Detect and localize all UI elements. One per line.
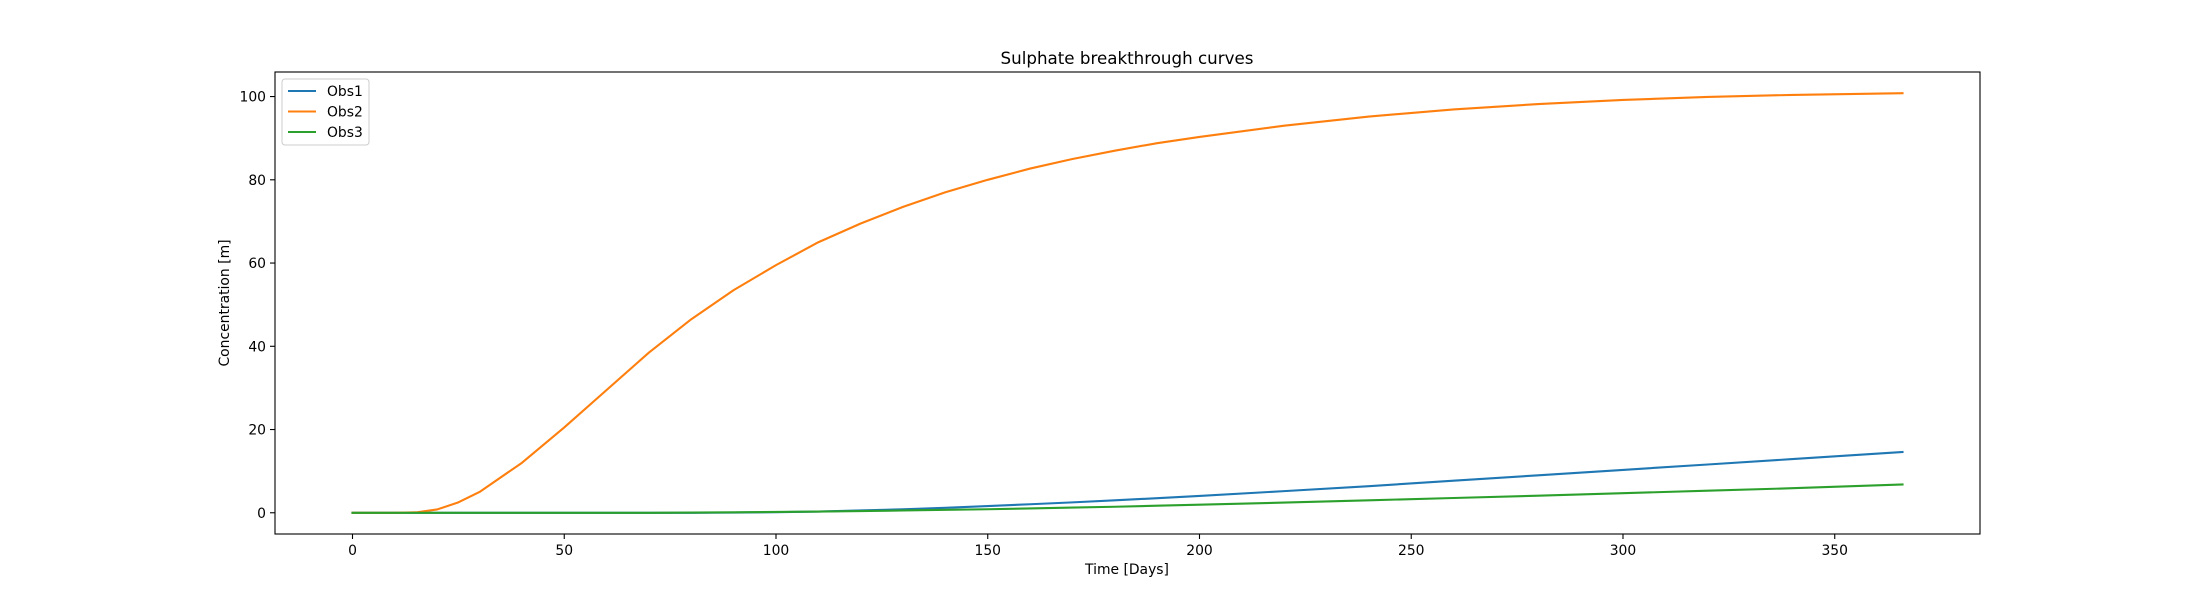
x-tick-label: 50 [555,543,573,559]
y-tick-label: 40 [248,339,266,355]
y-tick-label: 80 [248,173,266,189]
series-line-obs2 [351,92,1904,514]
y-tick-label: 0 [257,506,266,522]
plot-frame [274,71,1981,535]
x-tick-label: 200 [1186,543,1213,559]
y-axis-label: Concentration [m] [217,239,233,366]
x-tick-label: 100 [763,543,790,559]
legend-label-obs3: Obs3 [327,125,363,141]
y-tick-label: 20 [248,423,266,439]
x-tick-label: 0 [348,543,357,559]
legend-label-obs2: Obs2 [327,105,363,121]
y-tick-label: 60 [248,256,266,272]
series-layer [351,92,1904,514]
x-tick-label: 300 [1610,543,1637,559]
x-tick-label: 150 [974,543,1001,559]
x-tick-label: 250 [1398,543,1425,559]
y-tick-label: 100 [239,90,266,106]
chart-title: Sulphate breakthrough curves [1001,48,1254,68]
x-tick-label: 350 [1821,543,1848,559]
legend: Obs1 Obs2 Obs3 [281,78,370,146]
legend-box [281,78,370,146]
x-axis-label: Time [Days] [1084,562,1169,578]
y-axis: 0 20 40 60 80 100 [239,90,275,522]
x-axis: 0 50 100 150 200 250 300 350 [348,534,1848,559]
legend-label-obs1: Obs1 [327,84,363,100]
series-line-obs3 [351,483,1904,514]
